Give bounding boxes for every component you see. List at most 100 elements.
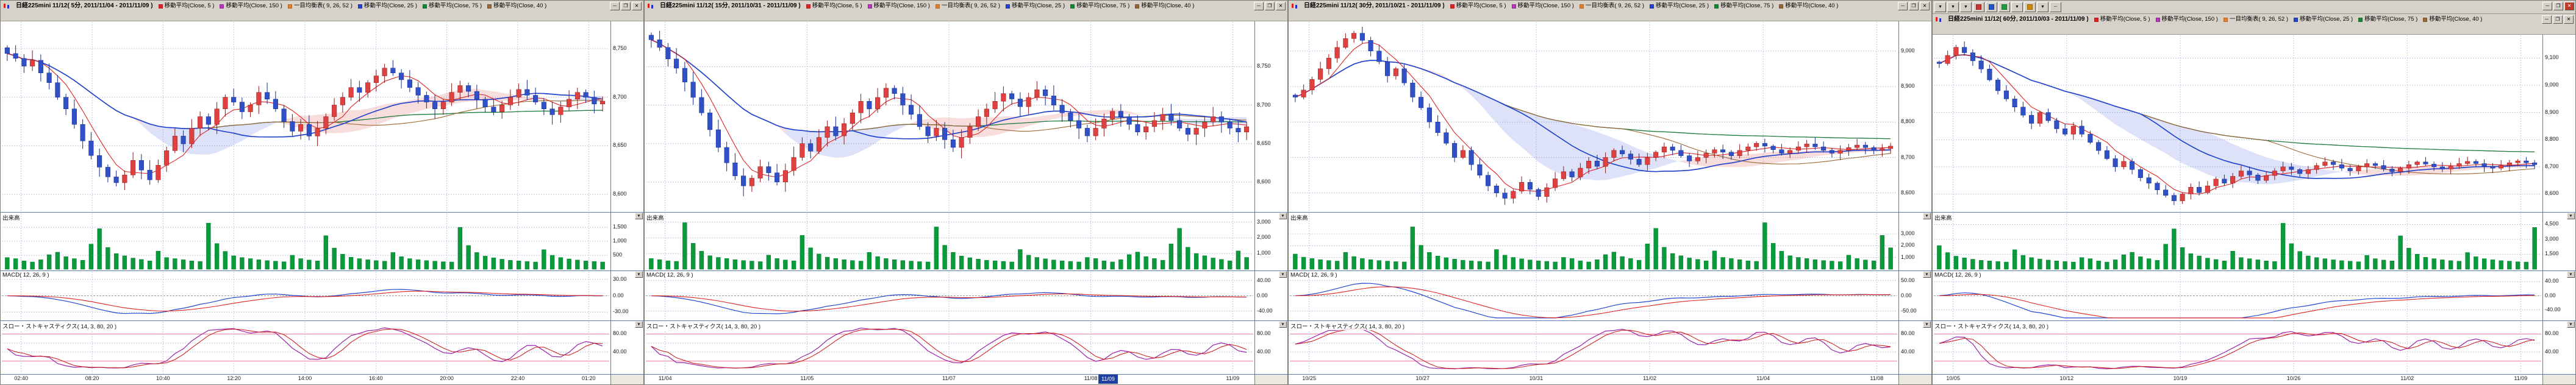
stochastics-chart[interactable]: スロー・ストキャスティクス( 14, 3, 80, 20 )	[1, 321, 610, 374]
volume-chart[interactable]: 出来高	[1289, 213, 1898, 270]
time-axis-label: 16:40	[369, 375, 383, 381]
volume-chart[interactable]: 出来高	[645, 213, 1254, 270]
volume-label: 出来高	[1290, 213, 1308, 222]
collapse-pane-button[interactable]: ▼	[2567, 213, 2575, 219]
toolbar-dropdown-button[interactable]: ▼	[1947, 2, 1959, 12]
time-axis-label: 10/05	[1946, 375, 1960, 381]
stochastics-chart[interactable]: スロー・ストキャスティクス( 14, 3, 80, 20 )	[645, 321, 1254, 374]
toolbar-color-button[interactable]	[1986, 2, 1997, 12]
app-close-button[interactable]: ✕	[2564, 2, 2574, 10]
app-window-controls: ─ ❐ ✕	[2542, 2, 2574, 10]
macd-axis: ▼ 40.000.00-40.00	[1254, 271, 1287, 320]
color-swatch-icon	[2027, 4, 2033, 10]
legend-item: 移動平均(Close, 150 )	[868, 1, 930, 11]
restore-button[interactable]: ❐	[1265, 2, 1275, 10]
price-chart[interactable]	[1, 21, 610, 212]
toolbar-color-button[interactable]	[2024, 2, 2036, 12]
stochastics-chart[interactable]: スロー・ストキャスティクス( 14, 3, 80, 20 )	[1289, 321, 1898, 374]
legend-swatch	[2156, 18, 2160, 22]
toolbar-color-button[interactable]	[1998, 2, 2010, 12]
macd-chart[interactable]: MACD( 12, 26, 9 )	[1, 271, 610, 320]
axis-tick-label: 80.00	[2545, 330, 2559, 336]
price-chart[interactable]	[1933, 35, 2542, 212]
axis-tick-label: -30.00	[613, 308, 629, 314]
macd-chart[interactable]: MACD( 12, 26, 9 )	[1289, 271, 1898, 320]
toolbar-dropdown-button[interactable]: ▼	[1960, 2, 1972, 12]
close-button[interactable]: ✕	[632, 2, 642, 10]
restore-button[interactable]: ❐	[1909, 2, 1919, 10]
legend-item: 移動平均(Close, 75 )	[1070, 1, 1129, 11]
collapse-pane-button[interactable]: ▼	[1923, 213, 1931, 219]
collapse-pane-button[interactable]: ▼	[1923, 271, 1931, 278]
axis-tick-label: 8,700	[1901, 154, 1915, 160]
time-axis: 11/09 11/0411/0511/0711/0811/09	[645, 375, 1254, 384]
macd-axis: ▼ 50.000.00-50.00	[1898, 271, 1931, 320]
titlebar[interactable]: 日経225mini 11/12( 60分, 2011/10/03 - 2011/…	[1933, 14, 2575, 35]
toolbar-color-button[interactable]	[1973, 2, 1984, 12]
time-axis-label: 14:00	[298, 375, 312, 381]
titlebar[interactable]: 日経225mini 11/12( 5分, 2011/11/04 - 2011/1…	[1, 1, 643, 21]
toolbar-dropdown-button[interactable]: ─	[2050, 2, 2061, 12]
toolbar-dropdown-button[interactable]: ▼	[1934, 2, 1946, 12]
color-swatch-icon	[2002, 4, 2007, 10]
axis-tick-label: -40.00	[1257, 308, 1273, 314]
axis-tick-label: 40.00	[1901, 348, 1915, 355]
restore-button[interactable]: ❐	[621, 2, 631, 10]
price-chart[interactable]	[1289, 21, 1898, 212]
collapse-pane-button[interactable]: ▼	[1279, 271, 1287, 278]
collapse-pane-button[interactable]: ▼	[2567, 271, 2575, 278]
minimize-button[interactable]: ─	[1254, 2, 1264, 10]
minimize-button[interactable]: ─	[610, 2, 620, 10]
collapse-pane-button[interactable]: ▼	[635, 321, 643, 328]
dataplotmacd-svg	[1, 271, 610, 320]
close-button[interactable]: ✕	[1276, 2, 1286, 10]
color-swatch-icon	[1976, 4, 1981, 10]
collapse-pane-button[interactable]: ▼	[635, 271, 643, 278]
price-chart[interactable]	[645, 21, 1254, 212]
legend-item: 移動平均(Close, 25 )	[358, 1, 417, 11]
legend-item: 移動平均(Close, 40 )	[2423, 15, 2482, 24]
collapse-pane-button[interactable]: ▼	[1279, 321, 1287, 328]
collapse-pane-button[interactable]: ▼	[1279, 213, 1287, 219]
dataplotmacd-svg	[1933, 271, 2542, 320]
time-axis-label: 11/02	[1643, 375, 1656, 381]
legend-item: 移動平均(Close, 40 )	[487, 1, 546, 11]
time-axis-label: 10/25	[1302, 375, 1316, 381]
toolbar-dropdown-button[interactable]: ▼	[2037, 2, 2048, 12]
axis-tick-label: 8,600	[613, 191, 627, 197]
axis-tick-label: 80.00	[1901, 330, 1915, 336]
chart-window-icon	[3, 1, 10, 11]
macd-chart[interactable]: MACD( 12, 26, 9 )	[1933, 271, 2542, 320]
minimize-button[interactable]: ─	[2542, 15, 2552, 24]
restore-button[interactable]: ❐	[2553, 15, 2563, 24]
axis-tick-label: 9,100	[2545, 54, 2559, 60]
close-button[interactable]: ✕	[2564, 15, 2574, 24]
chart-window-2: 日経225mini 11/12( 15分, 2011/10/31 - 2011/…	[644, 0, 1288, 385]
axis-tick-label: 8,900	[1901, 83, 1915, 89]
legend-swatch	[1512, 4, 1516, 9]
axis-tick-label: 0.00	[2545, 292, 2556, 298]
dataplotmacd-svg	[645, 271, 1254, 320]
price-axis: 9,1009,0008,9008,8008,7008,600	[2542, 35, 2575, 212]
dataplotvolume-svg	[1289, 213, 1898, 270]
close-button[interactable]: ✕	[1920, 2, 1930, 10]
volume-chart[interactable]: 出来高	[1933, 213, 2542, 270]
macd-chart[interactable]: MACD( 12, 26, 9 )	[645, 271, 1254, 320]
volume-chart[interactable]: 出来高	[1, 213, 610, 270]
legend-swatch	[288, 4, 292, 9]
axis-tick-label: 8,800	[2545, 136, 2559, 142]
app-minimize-button[interactable]: ─	[2542, 2, 2552, 10]
collapse-pane-button[interactable]: ▼	[635, 213, 643, 219]
legend-swatch	[358, 4, 362, 9]
macd-label: MACD( 12, 26, 9 )	[2, 272, 49, 278]
app-restore-button[interactable]: ❐	[2553, 2, 2563, 10]
toolbar-dropdown-button[interactable]: ▼	[2011, 2, 2023, 12]
stochastics-chart[interactable]: スロー・ストキャスティクス( 14, 3, 80, 20 )	[1933, 321, 2542, 374]
collapse-pane-button[interactable]: ▼	[1923, 321, 1931, 328]
axis-tick-label: 1,500	[613, 224, 627, 230]
titlebar[interactable]: 日経225mini 11/12( 30分, 2011/10/21 - 2011/…	[1289, 1, 1931, 21]
collapse-pane-button[interactable]: ▼	[2567, 321, 2575, 328]
dataplotmain-svg	[1, 21, 610, 212]
titlebar[interactable]: 日経225mini 11/12( 15分, 2011/10/31 - 2011/…	[645, 1, 1287, 21]
minimize-button[interactable]: ─	[1898, 2, 1908, 10]
